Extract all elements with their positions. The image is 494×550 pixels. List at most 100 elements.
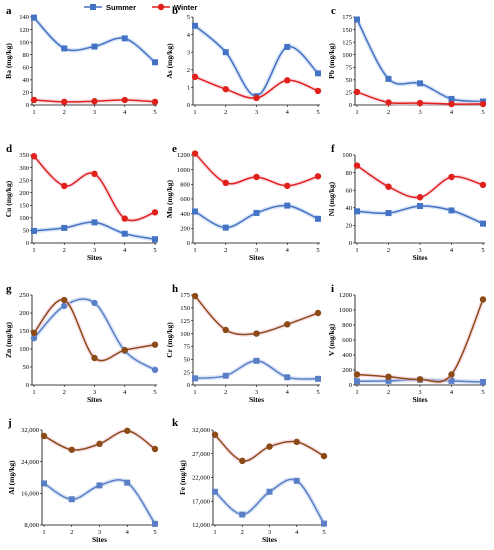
data-point — [253, 357, 260, 364]
series-line-glow — [212, 477, 327, 526]
y-tick-label: 27,000 — [192, 451, 210, 458]
data-point — [448, 173, 455, 181]
y-tick-label: 150 — [19, 328, 29, 335]
y-tick-label: 0 — [349, 102, 352, 109]
x-tick-label: 1 — [355, 389, 358, 396]
series-summer — [354, 203, 486, 227]
series-winter — [191, 150, 322, 189]
data-point — [121, 215, 128, 222]
data-point — [354, 208, 360, 215]
series-winter — [30, 96, 159, 106]
panel-letter: k — [172, 417, 179, 429]
x-tick-label: 1 — [355, 247, 358, 254]
panel-k: 12,000 17,000 22,000 27,000 32,000 1 2 3 4 5 Sites… — [172, 417, 328, 544]
y-tick-label: 40 — [346, 205, 353, 212]
series-line-glow — [354, 297, 486, 385]
y-axis-label: Cu (mg/kg) — [4, 180, 13, 217]
data-point — [479, 296, 487, 303]
data-point — [151, 98, 159, 106]
y-tick-label: 22,000 — [192, 475, 210, 482]
series-summer — [192, 22, 321, 100]
y-tick-label: 0 — [187, 102, 190, 109]
x-tick-label: 3 — [93, 247, 96, 254]
data-point — [284, 43, 291, 50]
y-tick-label: 125 — [342, 39, 352, 46]
series-line-glow — [31, 297, 158, 363]
y-tick-label: 125 — [180, 318, 190, 325]
data-point — [121, 35, 128, 42]
data-point — [152, 59, 158, 66]
data-point — [266, 488, 273, 495]
data-point — [192, 208, 198, 215]
data-point — [91, 43, 98, 50]
data-point — [96, 440, 103, 448]
data-point — [239, 457, 246, 465]
series-line-glow — [31, 15, 158, 65]
data-point — [417, 203, 423, 210]
panel-c: 0 25 50 75 100 125 150 175 1 2 3 4 5 Pb (mg/kg) c — [327, 5, 487, 116]
data-point — [314, 87, 322, 95]
x-tick-label: 5 — [153, 109, 156, 116]
x-tick-label: 4 — [286, 389, 290, 396]
y-tick-label: 24,000 — [21, 459, 39, 466]
data-point — [284, 202, 291, 209]
x-tick-label: 3 — [268, 529, 271, 536]
y-tick-label: 50 — [23, 228, 30, 235]
series-winter — [353, 296, 487, 385]
x-axis-label: Sites — [249, 253, 264, 262]
y-tick-label: 200 — [180, 226, 190, 233]
data-point — [385, 377, 392, 384]
data-point — [151, 209, 159, 216]
series-line — [33, 155, 156, 222]
y-tick-label: 4 — [187, 32, 191, 39]
y-tick-label: 175 — [342, 14, 352, 21]
x-tick-label: 4 — [450, 389, 454, 396]
x-tick-label: 2 — [63, 109, 66, 116]
y-tick-label: 100 — [19, 215, 29, 222]
y-tick-label: 75 — [346, 64, 353, 71]
legend-winter-marker — [157, 3, 165, 11]
y-tick-label: 0 — [349, 382, 352, 389]
data-point — [222, 179, 229, 187]
x-tick-label: 3 — [93, 389, 96, 396]
y-axis-label: Ni (mg/kg) — [327, 181, 336, 216]
y-tick-label: 16,000 — [21, 491, 39, 498]
panel-letter: c — [331, 5, 336, 17]
x-tick-label: 5 — [322, 529, 325, 536]
data-point — [320, 452, 328, 460]
y-tick-label: 80 — [23, 52, 30, 59]
data-point — [480, 379, 486, 385]
series-winter — [30, 296, 159, 363]
x-axis-label: Sites — [87, 253, 102, 262]
y-tick-label: 300 — [19, 165, 29, 172]
x-tick-label: 3 — [255, 389, 258, 396]
y-tick-label: 250 — [19, 292, 29, 299]
data-point — [416, 376, 424, 383]
data-point — [40, 432, 48, 440]
x-axis-label: Sites — [92, 535, 107, 544]
x-tick-label: 2 — [387, 247, 390, 254]
data-point — [31, 227, 37, 234]
panel-letter: i — [331, 283, 334, 295]
y-tick-label: 100 — [342, 152, 352, 159]
legend-winter-label: Winter — [174, 3, 197, 12]
data-point — [448, 371, 455, 378]
y-tick-label: 12,000 — [192, 522, 210, 529]
y-tick-label: 1200 — [177, 152, 190, 159]
data-point — [284, 321, 291, 328]
x-tick-label: 1 — [193, 109, 196, 116]
data-point — [284, 182, 291, 189]
data-point — [416, 99, 424, 107]
x-tick-label: 2 — [224, 389, 227, 396]
data-point — [124, 479, 131, 486]
y-tick-label: 1000 — [339, 307, 352, 314]
data-point — [192, 22, 198, 29]
x-tick-label: 4 — [295, 529, 299, 536]
y-tick-label: 150 — [19, 202, 29, 209]
series-winter — [353, 88, 487, 108]
data-point — [191, 292, 199, 300]
y-tick-label: 400 — [180, 211, 190, 218]
y-tick-label: 100 — [180, 331, 190, 338]
